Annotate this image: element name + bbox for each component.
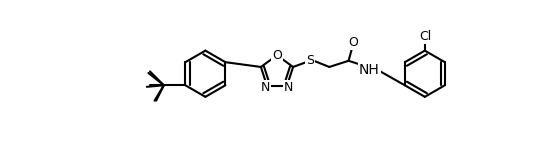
Text: Cl: Cl [419, 29, 432, 42]
Text: O: O [348, 36, 358, 49]
Text: N: N [284, 81, 293, 94]
Text: S: S [306, 54, 314, 67]
Text: NH: NH [359, 63, 379, 77]
Text: N: N [261, 81, 270, 94]
Text: O: O [272, 49, 282, 62]
